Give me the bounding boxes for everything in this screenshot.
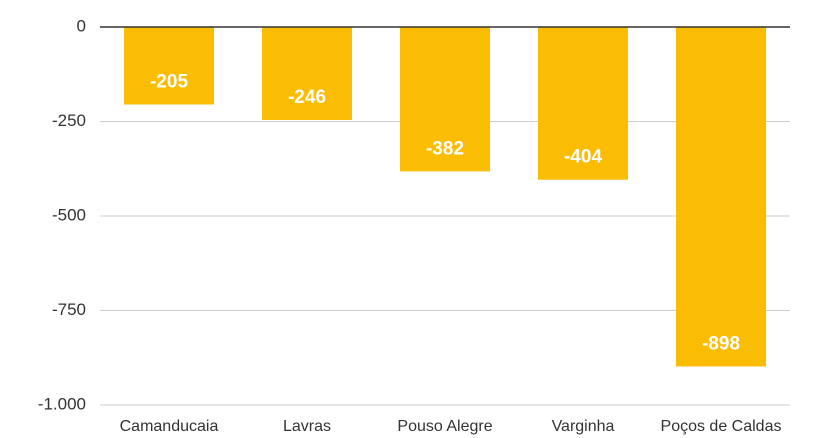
y-tick-label: -1.000 [38, 394, 86, 413]
y-tick-label: 0 [77, 16, 86, 35]
bar [400, 27, 490, 172]
bar [676, 27, 766, 367]
y-tick-label: -250 [52, 111, 86, 130]
x-tick-label: Poços de Caldas [661, 418, 782, 435]
x-tick-label: Varginha [552, 418, 615, 435]
x-tick-label: Lavras [283, 418, 331, 435]
x-tick-label: Camanducaia [120, 418, 219, 435]
x-tick-label: Pouso Alegre [397, 418, 492, 435]
bar [124, 27, 214, 105]
data-label: -898 [702, 333, 740, 354]
data-label: -382 [426, 138, 464, 159]
bar [262, 27, 352, 120]
data-label: -205 [150, 72, 188, 93]
y-tick-label: -750 [52, 300, 86, 319]
bar [538, 27, 628, 180]
data-label: -246 [288, 87, 326, 108]
y-tick-label: -500 [52, 205, 86, 224]
data-label: -404 [564, 147, 602, 168]
